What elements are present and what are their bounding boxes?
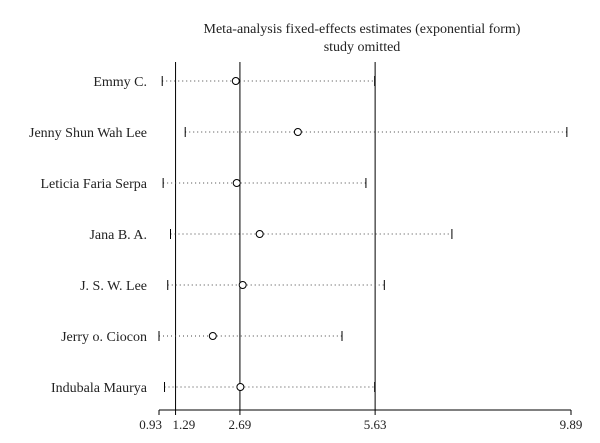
study-label: J. S. W. Lee xyxy=(80,279,147,294)
x-tick-label: 5.63 xyxy=(364,417,387,432)
study-row: Emmy C. xyxy=(93,75,376,90)
estimate-marker xyxy=(236,383,245,391)
estimate-marker xyxy=(238,281,247,289)
study-rows: Emmy C. Jenny Shun Wah Lee Leticia Faria S… xyxy=(29,75,568,396)
study-row: Jenny Shun Wah Lee xyxy=(29,126,568,141)
study-label: Jana B. A. xyxy=(89,228,147,243)
x-tick-label: 2.69 xyxy=(229,417,252,432)
x-tick-label: 9.89 xyxy=(560,417,583,432)
study-row: Jerry o. Ciocon xyxy=(61,330,343,345)
study-label: Indubala Maurya xyxy=(51,381,148,396)
estimate-marker xyxy=(231,77,240,85)
study-label: Emmy C. xyxy=(93,75,147,90)
study-row: Jana B. A. xyxy=(89,228,453,243)
estimate-marker xyxy=(293,128,302,136)
study-label: Jerry o. Ciocon xyxy=(61,330,147,345)
chart-title: Meta-analysis fixed-effects estimates (e… xyxy=(204,22,521,37)
estimate-marker xyxy=(232,179,241,187)
x-axis-ticks: 0.93 1.29 2.69 5.63 9.89 xyxy=(139,410,582,432)
estimate-marker xyxy=(208,332,217,340)
study-row: J. S. W. Lee xyxy=(80,279,385,294)
study-label: Leticia Faria Serpa xyxy=(40,177,147,192)
x-tick-label: 1.29 xyxy=(173,417,196,432)
chart-subtitle: study omitted xyxy=(324,40,401,55)
study-row: Leticia Faria Serpa xyxy=(40,177,367,192)
estimate-marker xyxy=(255,230,264,238)
study-label: Jenny Shun Wah Lee xyxy=(29,126,147,141)
reference-lines xyxy=(175,62,376,410)
x-tick-label: 0.93 xyxy=(139,417,162,432)
study-row: Indubala Maurya xyxy=(51,381,376,396)
